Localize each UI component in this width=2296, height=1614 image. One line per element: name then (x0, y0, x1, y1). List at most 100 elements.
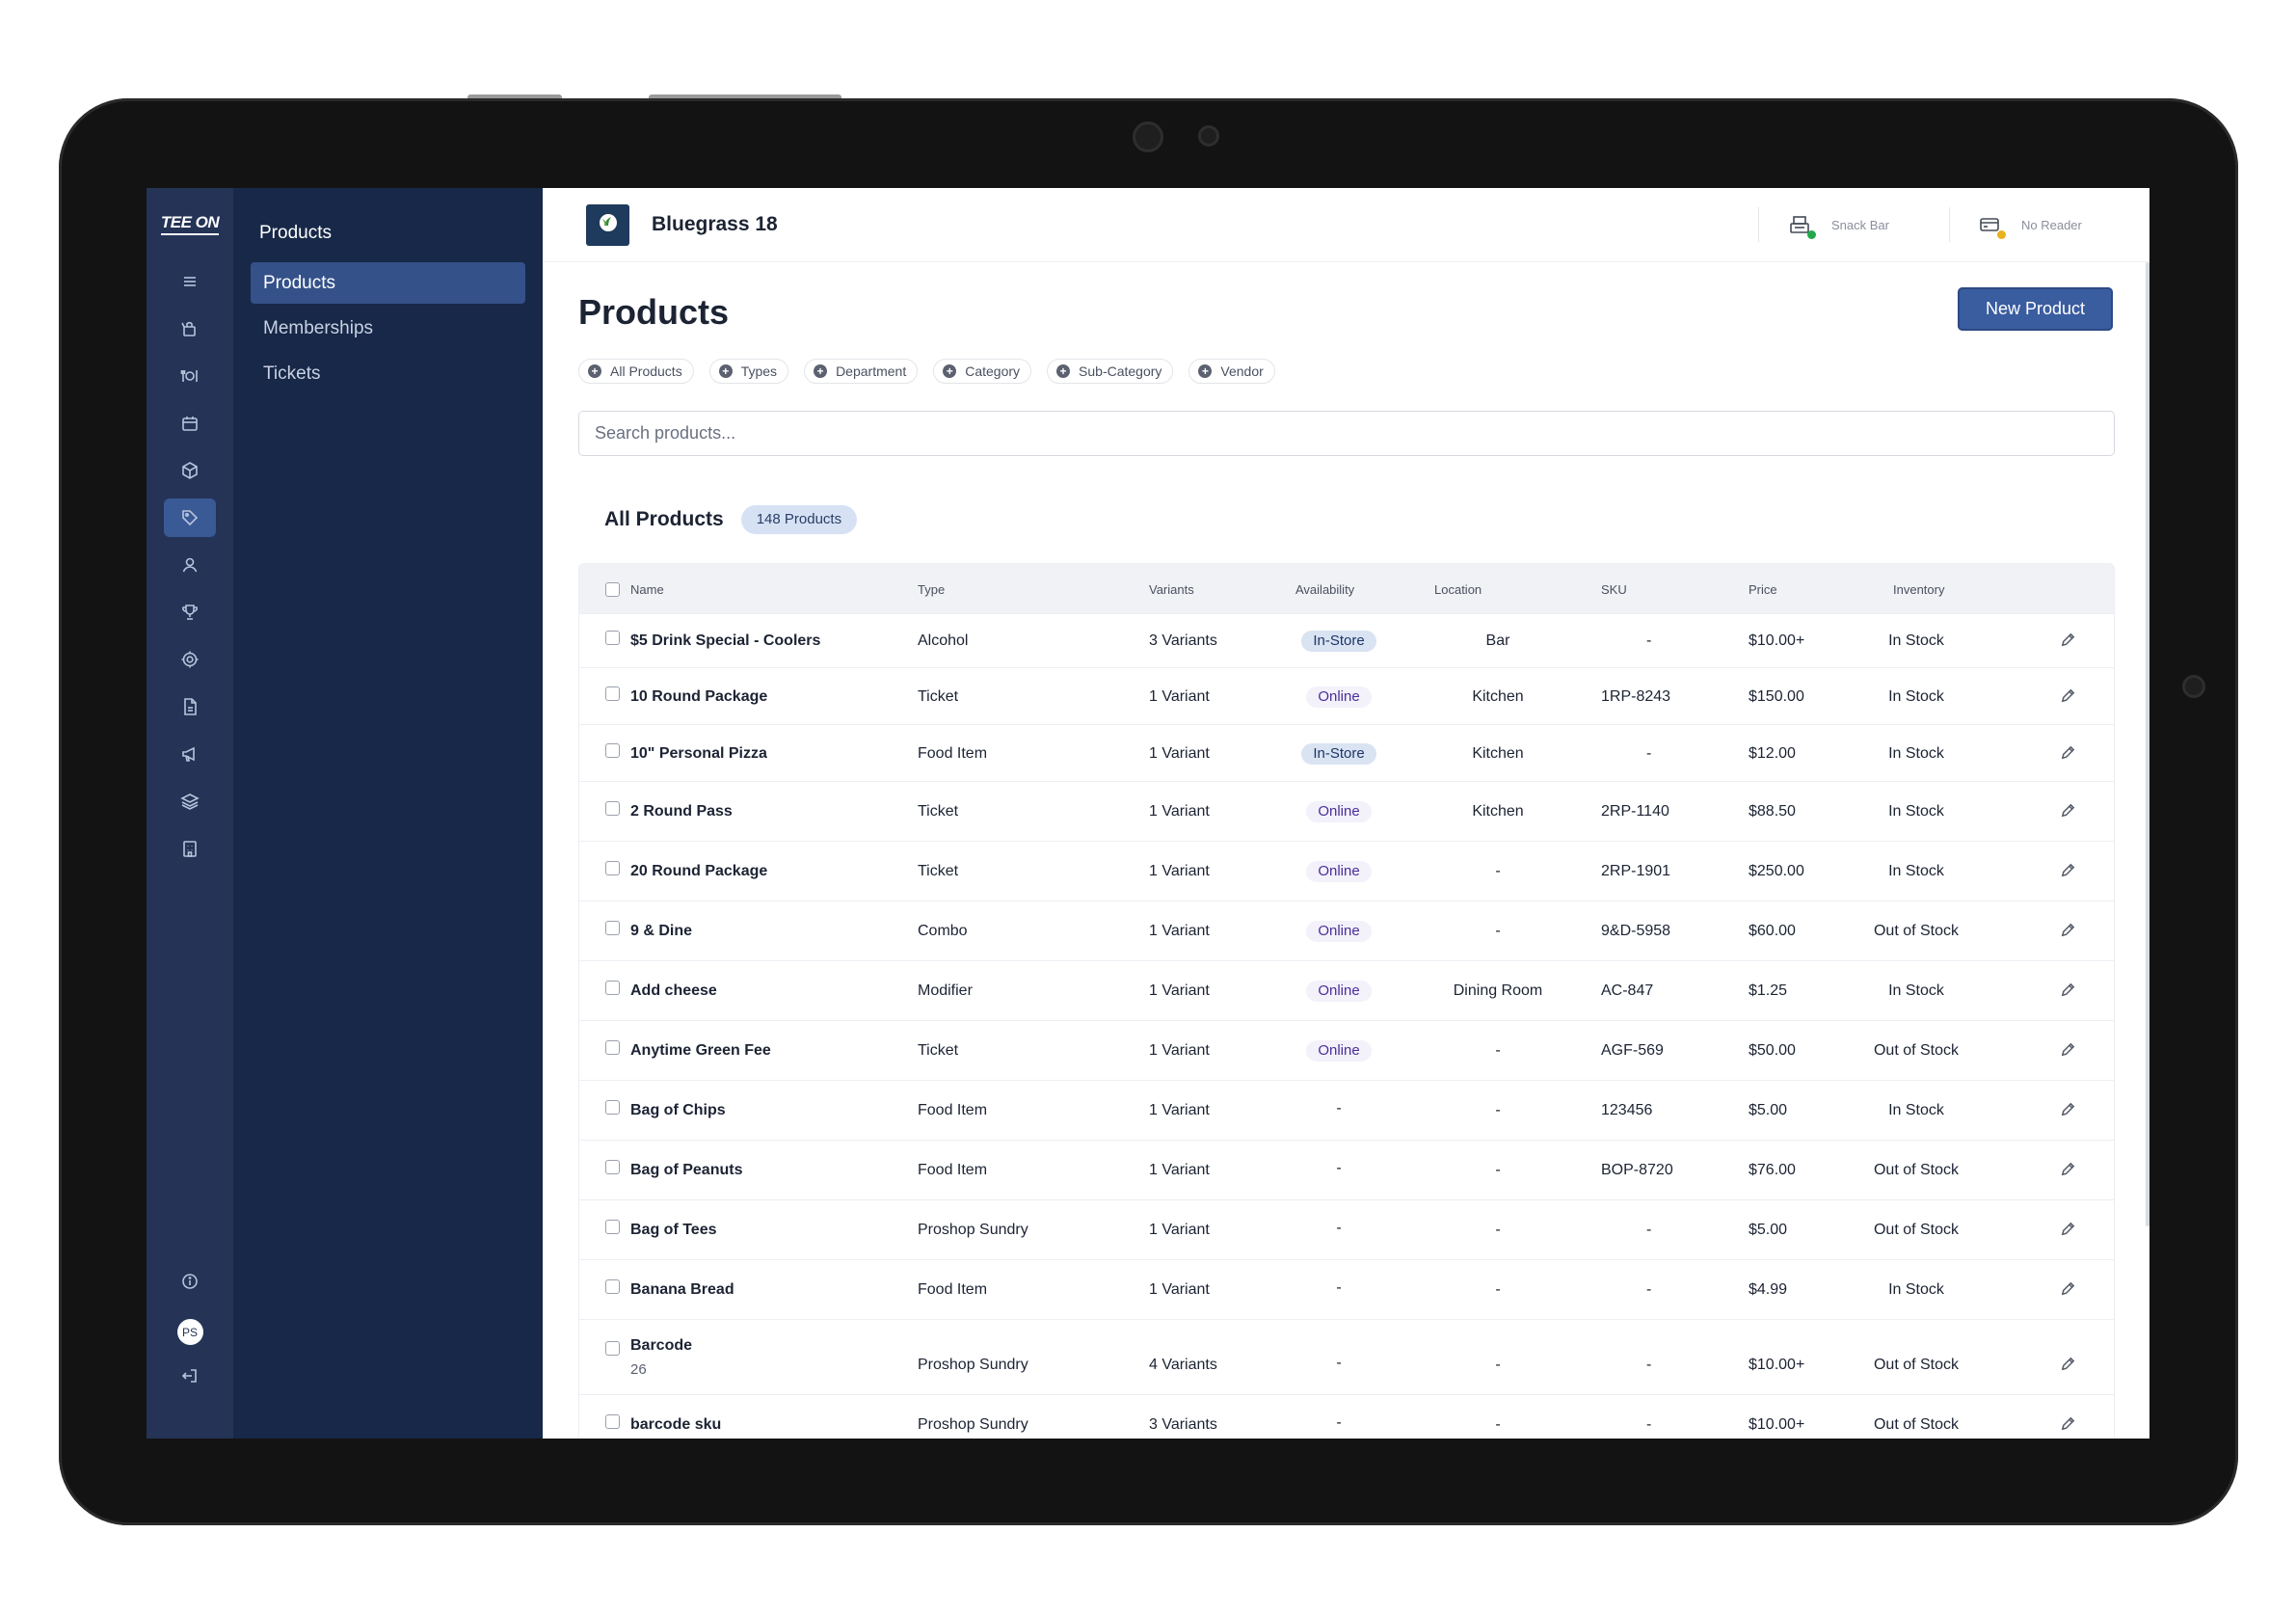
table-row[interactable]: Bag of Chips Food Item 1 Variant - - 123456 $5… (578, 1081, 2115, 1141)
edit-pencil-icon[interactable] (2060, 1415, 2076, 1437)
product-name[interactable]: Anytime Green Fee (630, 1042, 771, 1059)
edit-pencil-icon[interactable] (2060, 982, 2076, 1003)
new-product-button[interactable]: New Product (1958, 287, 2113, 331)
submenu-item-tickets[interactable]: Tickets (263, 363, 321, 384)
edit-pencil-icon[interactable] (2060, 862, 2076, 883)
row-checkbox[interactable] (605, 1100, 620, 1115)
edit-pencil-icon[interactable] (2060, 1280, 2076, 1302)
submenu-item-memberships[interactable]: Memberships (263, 318, 374, 338)
rail-item-trophy[interactable] (164, 593, 216, 632)
row-checkbox[interactable] (605, 1341, 620, 1356)
table-row[interactable]: Bag of Peanuts Food Item 1 Variant - - BOP-87… (578, 1141, 2115, 1200)
terminal-status[interactable]: Snack Bar (1789, 188, 1889, 262)
row-checkbox[interactable] (605, 631, 620, 645)
product-name[interactable]: Bag of Chips (630, 1102, 726, 1118)
submenu-item-products[interactable]: Products (251, 262, 525, 304)
select-all-checkbox[interactable] (605, 582, 620, 597)
rail-item-calendar[interactable] (164, 404, 216, 443)
table-row[interactable]: Banana Bread Food Item 1 Variant - - - $4.99 In… (578, 1260, 2115, 1320)
table-row[interactable]: Add cheese Modifier 1 Variant Online Dining … (578, 961, 2115, 1021)
table-row[interactable]: 20 Round Package Ticket 1 Variant Online - 2R… (578, 842, 2115, 901)
product-name[interactable]: 2 Round Pass (630, 803, 733, 820)
search-input[interactable] (578, 411, 2115, 456)
user-avatar[interactable]: PS (176, 1319, 203, 1345)
edit-pencil-icon[interactable] (2060, 1221, 2076, 1242)
table-row[interactable]: 10" Personal Pizza Food Item 1 Variant In-S… (578, 725, 2115, 782)
edit-pencil-icon[interactable] (2060, 1161, 2076, 1182)
edit-pencil-icon[interactable] (2060, 802, 2076, 823)
column-header-type[interactable]: Type (918, 582, 946, 597)
row-checkbox[interactable] (605, 743, 620, 758)
tee-on-logo[interactable]: TEE ON (160, 213, 220, 235)
row-checkbox[interactable] (605, 1220, 620, 1234)
rail-item-megaphone[interactable] (164, 735, 216, 773)
table-row[interactable]: Bag of Tees Proshop Sundry 1 Variant - - - $5.… (578, 1200, 2115, 1260)
row-checkbox[interactable] (605, 981, 620, 995)
grass-icon (599, 214, 617, 231)
product-name[interactable]: $5 Drink Special - Coolers (630, 632, 821, 649)
product-name[interactable]: barcode sku (630, 1416, 722, 1433)
column-header-price[interactable]: Price (1749, 582, 1777, 597)
product-name[interactable]: Add cheese (630, 982, 717, 999)
column-header-sku[interactable]: SKU (1601, 582, 1627, 597)
product-location: - (1495, 1102, 1501, 1118)
product-name[interactable]: 9 & Dine (630, 923, 693, 939)
info-icon[interactable] (164, 1262, 216, 1301)
edit-pencil-icon[interactable] (2060, 687, 2076, 709)
rail-item-document[interactable] (164, 687, 216, 726)
rail-item-gear[interactable] (164, 640, 216, 679)
row-checkbox[interactable] (605, 686, 620, 701)
column-header-name[interactable]: Name (630, 582, 664, 597)
edit-pencil-icon[interactable] (2060, 1041, 2076, 1063)
product-name[interactable]: Bag of Tees (630, 1222, 717, 1238)
rail-item-building[interactable] (164, 829, 216, 868)
rail-item-user[interactable] (164, 546, 216, 584)
filter-chip-sub-category[interactable]: + Sub-Category (1047, 359, 1174, 384)
table-row[interactable]: Barcode 26 Proshop Sundry 4 Variants - - - $10.… (578, 1320, 2115, 1395)
column-header-inventory[interactable]: Inventory (1893, 582, 1945, 597)
product-name[interactable]: Barcode (630, 1337, 693, 1354)
row-checkbox[interactable] (605, 921, 620, 935)
product-type: Modifier (918, 982, 973, 999)
filter-chip-all-products[interactable]: + All Products (578, 359, 694, 384)
rail-item-tag[interactable] (164, 498, 216, 537)
row-checkbox[interactable] (605, 1040, 620, 1055)
row-checkbox[interactable] (605, 1414, 620, 1429)
table-row[interactable]: $5 Drink Special - Coolers Alcohol 3 Varia… (578, 614, 2115, 668)
table-row[interactable]: 10 Round Package Ticket 1 Variant Online Kit… (578, 668, 2115, 725)
logout-icon[interactable] (164, 1357, 216, 1395)
rail-item-box[interactable] (164, 451, 216, 490)
edit-pencil-icon[interactable] (2060, 632, 2076, 653)
table-row[interactable]: Anytime Green Fee Ticket 1 Variant Online - A… (578, 1021, 2115, 1081)
rail-item-menu[interactable] (164, 262, 216, 301)
table-row[interactable]: 9 & Dine Combo 1 Variant Online - 9&D-5958 $60… (578, 901, 2115, 961)
edit-pencil-icon[interactable] (2060, 1101, 2076, 1122)
edit-pencil-icon[interactable] (2060, 1356, 2076, 1377)
product-name[interactable]: 20 Round Package (630, 863, 768, 879)
product-name[interactable]: 10" Personal Pizza (630, 745, 767, 762)
edit-pencil-icon[interactable] (2060, 922, 2076, 943)
column-header-variants[interactable]: Variants (1149, 582, 1194, 597)
rail-item-dining[interactable] (164, 357, 216, 395)
scrollbar[interactable] (2146, 262, 2149, 1226)
product-name[interactable]: Bag of Peanuts (630, 1162, 743, 1178)
product-name[interactable]: 10 Round Package (630, 688, 768, 705)
filter-chip-vendor[interactable]: + Vendor (1188, 359, 1275, 384)
reader-status[interactable]: No Reader (1979, 188, 2082, 262)
filter-chip-department[interactable]: + Department (804, 359, 919, 384)
table-row[interactable]: 2 Round Pass Ticket 1 Variant Online Kitchen… (578, 782, 2115, 842)
product-name[interactable]: Banana Bread (630, 1281, 734, 1298)
filter-chip-category[interactable]: + Category (933, 359, 1032, 384)
rail-item-layers[interactable] (164, 782, 216, 820)
filter-chip-label: All Products (610, 363, 682, 379)
row-checkbox[interactable] (605, 1160, 620, 1174)
filter-chip-types[interactable]: + Types (708, 359, 789, 384)
row-checkbox[interactable] (605, 1279, 620, 1294)
table-row[interactable]: barcode sku Proshop Sundry 3 Variants - - - $1… (578, 1395, 2115, 1439)
rail-item-shop[interactable] (164, 309, 216, 348)
edit-pencil-icon[interactable] (2060, 744, 2076, 766)
column-header-availability[interactable]: Availability (1295, 582, 1355, 597)
row-checkbox[interactable] (605, 861, 620, 875)
column-header-location[interactable]: Location (1434, 582, 1482, 597)
row-checkbox[interactable] (605, 801, 620, 816)
